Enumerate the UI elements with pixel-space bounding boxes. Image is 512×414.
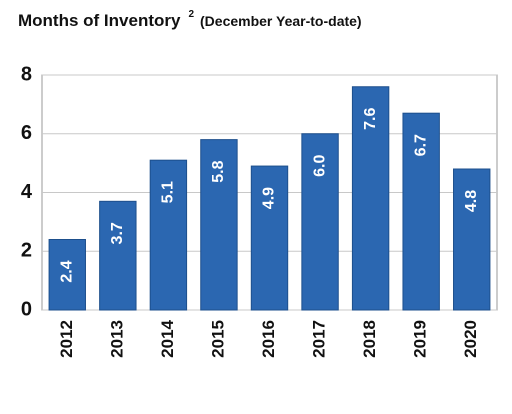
- x-tick-label: 2018: [360, 320, 379, 358]
- y-tick-label: 0: [21, 298, 32, 320]
- value-label: 3.7: [109, 222, 126, 244]
- value-label: 5.1: [160, 181, 177, 203]
- bar: [48, 239, 86, 311]
- value-label: 6.0: [311, 155, 328, 177]
- x-tick-label: 2020: [461, 320, 480, 358]
- chart-title: Months of Inventory 2 (December Year-to-da…: [18, 9, 362, 31]
- subtitle: (December Year-to-date): [200, 13, 362, 29]
- x-tick-label: 2016: [259, 320, 278, 358]
- bar: [453, 168, 491, 311]
- value-label: 4.8: [463, 190, 480, 212]
- bar: [99, 200, 137, 311]
- title-text: Months of Inventory: [18, 11, 181, 30]
- bar: [149, 159, 188, 311]
- y-tick-label: 4: [21, 181, 33, 203]
- x-tick-label: 2015: [208, 320, 227, 358]
- title-note: 2: [188, 9, 194, 20]
- y-tick-label: 6: [21, 122, 32, 144]
- bar: [351, 86, 390, 311]
- x-tick-label: 2014: [158, 319, 177, 357]
- bar: [200, 139, 238, 311]
- x-tick-label: 2013: [107, 320, 126, 358]
- y-tick-label: 8: [21, 63, 32, 85]
- value-label: 7.6: [362, 108, 379, 130]
- bar: [301, 133, 339, 311]
- y-tick-label: 2: [21, 240, 32, 262]
- bar: [250, 165, 289, 311]
- x-tick-label: 2012: [57, 320, 76, 358]
- value-label: 2.4: [58, 260, 75, 282]
- value-label: 4.9: [261, 187, 278, 209]
- bar: [402, 112, 440, 311]
- x-tick-label: 2017: [310, 320, 329, 358]
- value-label: 6.7: [412, 134, 429, 156]
- value-label: 5.8: [210, 160, 227, 182]
- x-tick-label: 2019: [411, 320, 430, 358]
